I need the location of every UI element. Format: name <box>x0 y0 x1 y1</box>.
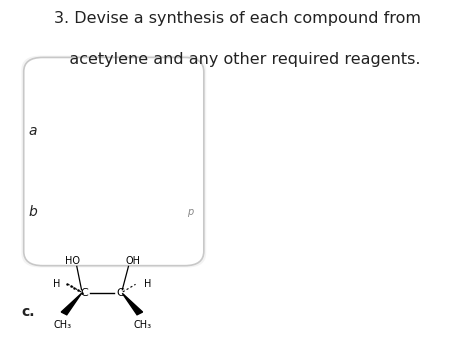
FancyBboxPatch shape <box>21 56 206 267</box>
Text: H: H <box>144 279 151 289</box>
Text: CH₃: CH₃ <box>134 320 152 330</box>
FancyBboxPatch shape <box>24 57 204 266</box>
Text: C: C <box>80 288 88 298</box>
Text: c.: c. <box>21 306 35 319</box>
Text: OH: OH <box>126 256 141 266</box>
Text: acetylene and any other required reagents.: acetylene and any other required reagent… <box>54 52 420 67</box>
Text: 3. Devise a synthesis of each compound from: 3. Devise a synthesis of each compound f… <box>54 11 420 26</box>
Polygon shape <box>61 293 82 315</box>
Text: a: a <box>28 124 37 138</box>
Text: HO: HO <box>64 256 80 266</box>
Text: p: p <box>187 207 193 217</box>
Polygon shape <box>122 293 143 315</box>
Text: H: H <box>53 279 60 289</box>
Text: C: C <box>116 288 124 298</box>
Text: CH₃: CH₃ <box>54 320 72 330</box>
Text: b: b <box>28 205 37 219</box>
